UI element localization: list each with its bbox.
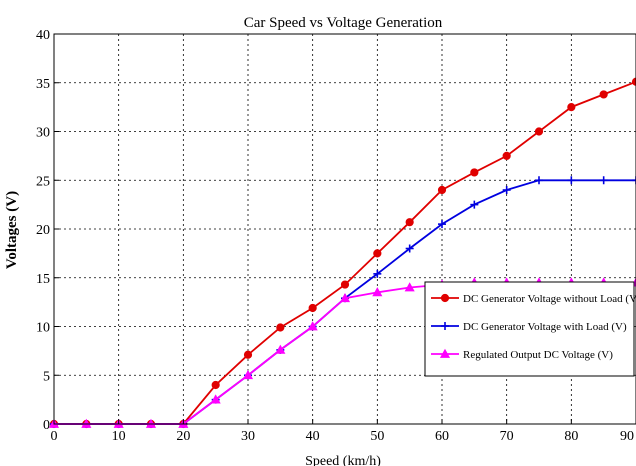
data-point <box>210 394 221 404</box>
data-point <box>373 249 382 258</box>
data-point <box>339 292 351 303</box>
legend-marker <box>441 322 449 330</box>
y-tick-label: 10 <box>36 321 50 336</box>
data-point <box>307 321 318 331</box>
x-tick-label: 30 <box>241 429 255 444</box>
data-point <box>308 303 317 313</box>
y-tick-label: 30 <box>36 126 50 141</box>
data-point <box>275 344 286 354</box>
data-point <box>404 282 415 292</box>
data-point <box>470 168 479 177</box>
x-tick-label: 80 <box>564 429 578 444</box>
data-point <box>373 269 382 278</box>
y-axis-label: Voltages (V) <box>4 191 20 269</box>
data-point <box>372 287 383 297</box>
legend-box <box>424 281 635 377</box>
legend-marker <box>439 348 451 358</box>
data-point <box>535 176 543 185</box>
x-tick-label: 0 <box>51 429 58 444</box>
y-tick-label: 15 <box>36 272 50 287</box>
data-point <box>242 370 254 380</box>
data-point <box>502 186 511 194</box>
y-tick-label: 35 <box>36 77 50 92</box>
data-point <box>340 280 350 289</box>
legend-label: Regulated Output DC Voltage (V) <box>463 349 613 361</box>
legend-entry: Regulated Output DC Voltage (V) <box>431 348 613 361</box>
data-point <box>438 220 446 229</box>
data-point <box>405 244 414 253</box>
x-tick-label: 70 <box>500 429 514 444</box>
data-point <box>632 176 636 185</box>
legend-entry: DC Generator Voltage without Load (V) <box>431 293 636 305</box>
legend-label: DC Generator Voltage with Load (V) <box>463 321 627 333</box>
data-point <box>470 200 479 209</box>
data-point <box>243 350 253 359</box>
y-tick-label: 40 <box>36 28 50 43</box>
data-point <box>437 185 447 195</box>
x-axis-ticks: 0 10 20 30 40 50 60 70 80 90 <box>51 419 636 444</box>
y-tick-label: 20 <box>36 223 50 238</box>
y-tick-label: 0 <box>43 418 50 433</box>
data-point <box>631 77 636 86</box>
x-tick-label: 20 <box>176 429 190 444</box>
x-tick-label: 50 <box>370 429 384 444</box>
legend: DC Generator Voltage without Load (V) DC … <box>424 281 636 377</box>
x-tick-label: 90 <box>620 429 634 444</box>
data-point <box>567 176 576 185</box>
data-point <box>599 176 608 185</box>
data-point <box>567 103 576 112</box>
data-point <box>502 151 511 160</box>
y-tick-label: 25 <box>36 174 50 189</box>
y-tick-label: 5 <box>43 369 50 384</box>
data-point <box>405 218 414 227</box>
data-point <box>211 380 220 390</box>
x-tick-label: 40 <box>306 429 320 444</box>
x-tick-label: 60 <box>435 429 449 444</box>
legend-marker <box>440 293 450 303</box>
y-axis-ticks: 0 5 10 15 20 25 30 35 40 <box>36 28 59 433</box>
data-point <box>534 127 544 136</box>
legend-label: DC Generator Voltage without Load (V) <box>463 293 636 305</box>
chart-title: Car Speed vs Voltage Generation <box>244 15 443 31</box>
x-tick-label: 10 <box>112 429 126 444</box>
x-axis-label: Speed (km/h) <box>305 454 381 466</box>
data-point <box>599 90 608 99</box>
data-point <box>276 323 285 332</box>
legend-entry: DC Generator Voltage with Load (V) <box>431 321 627 333</box>
